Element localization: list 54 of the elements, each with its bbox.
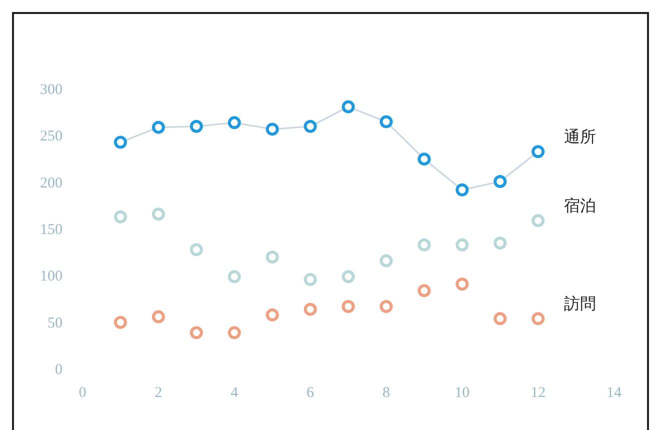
y-tick-label: 0: [55, 362, 62, 378]
y-tick-label: 100: [40, 268, 62, 285]
point: [190, 120, 203, 133]
point: [418, 238, 431, 252]
y-tick-label: 150: [40, 222, 62, 238]
series-label: 訪問: [564, 294, 596, 313]
y-tick-label: 50: [48, 315, 62, 332]
x-tick-label: 12: [530, 384, 546, 401]
x-tick-label: 14: [606, 384, 622, 401]
point: [304, 272, 317, 286]
point: [266, 250, 279, 264]
point: [494, 236, 507, 250]
point: [228, 270, 241, 284]
y-tick-label: 300: [40, 82, 62, 98]
series-label: 通所: [564, 126, 596, 146]
point: [532, 145, 545, 158]
point: [342, 100, 355, 114]
point: [114, 210, 127, 224]
point: [266, 308, 279, 322]
point: [342, 270, 355, 284]
point: [532, 214, 545, 228]
y-tick-label: 200: [40, 175, 62, 192]
point: [304, 120, 317, 133]
point: [152, 208, 165, 221]
point: [456, 183, 469, 196]
x-tick-label: 8: [382, 384, 390, 401]
point: [380, 254, 393, 268]
y-tick-label: 250: [40, 128, 62, 145]
series-label: 宿泊: [564, 196, 596, 215]
point: [494, 174, 507, 188]
point: [266, 122, 279, 136]
point: [190, 243, 203, 256]
point: [380, 115, 393, 128]
point: [342, 300, 355, 314]
x-tick-label: 10: [454, 384, 470, 401]
x-tick-label: 4: [230, 384, 239, 401]
point: [494, 312, 507, 326]
point: [228, 116, 241, 130]
point: [152, 310, 165, 324]
x-tick-label: 0: [78, 384, 86, 401]
point: [456, 238, 469, 252]
point: [114, 316, 127, 329]
point: [418, 152, 431, 166]
point: [418, 284, 431, 298]
x-tick-label: 2: [154, 384, 162, 401]
point: [380, 300, 393, 314]
point: [532, 312, 545, 326]
point: [228, 326, 241, 340]
point: [456, 278, 469, 291]
point: [114, 136, 127, 149]
point: [304, 302, 317, 316]
point: [152, 120, 165, 134]
point: [190, 326, 203, 340]
x-tick-label: 6: [306, 384, 315, 401]
